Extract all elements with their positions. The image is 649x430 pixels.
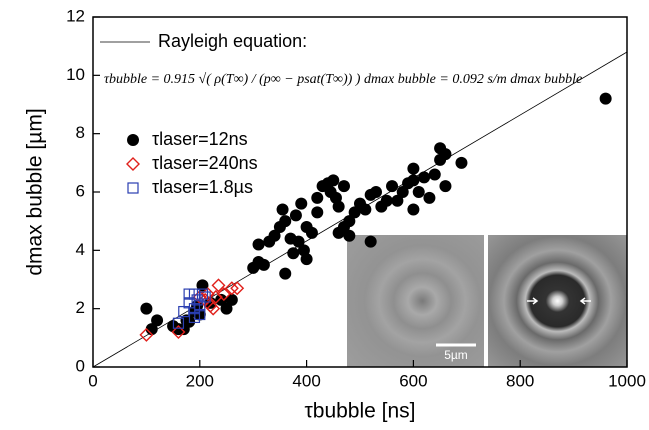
- point: [199, 291, 211, 303]
- point: [196, 288, 209, 300]
- point: [359, 203, 372, 216]
- point: [370, 186, 383, 198]
- point: [206, 301, 221, 316]
- inset-arrows: [527, 297, 591, 305]
- y-tick-label: 10: [66, 65, 85, 84]
- legend-label: τlaser=1.8µs: [152, 177, 253, 197]
- point: [220, 302, 233, 315]
- point: [348, 206, 361, 219]
- y-tick-label: 2: [76, 298, 85, 317]
- point: [292, 235, 305, 248]
- y-tick-label: 0: [76, 356, 85, 375]
- point: [215, 293, 228, 306]
- point: [139, 327, 154, 342]
- point: [311, 206, 324, 219]
- y-axis-label: dmax bubble [µm]: [24, 108, 47, 275]
- point: [188, 288, 201, 300]
- point: [287, 247, 300, 260]
- legend-marker: [127, 182, 139, 194]
- point: [276, 203, 289, 216]
- x-tick-label: 400: [292, 371, 320, 390]
- y-tick-label: 12: [66, 6, 85, 25]
- legend-label: τlaser=240ns: [152, 153, 258, 173]
- point: [391, 194, 404, 207]
- point: [305, 226, 318, 239]
- point: [439, 180, 452, 193]
- point: [300, 253, 313, 266]
- point: [151, 314, 164, 327]
- point: [252, 238, 265, 251]
- point: [188, 311, 201, 324]
- y-tick-label: 8: [76, 123, 85, 142]
- point: [455, 156, 468, 169]
- point: [172, 317, 185, 329]
- point: [407, 203, 420, 216]
- point: [177, 323, 190, 336]
- legend-label: τlaser=12ns: [152, 129, 248, 149]
- point: [211, 278, 226, 293]
- point: [327, 174, 340, 187]
- legend-label: Rayleigh equation:: [158, 31, 307, 51]
- scale-bar-label: 5µm: [444, 348, 468, 362]
- point: [196, 279, 209, 292]
- legend-marker: [127, 134, 139, 146]
- y-tick-label: 6: [76, 181, 85, 200]
- point: [208, 290, 223, 304]
- x-tick-label: 800: [506, 371, 534, 390]
- x-tick-label: 1000: [608, 371, 646, 390]
- point: [439, 148, 452, 161]
- x-tick-label: 200: [186, 371, 214, 390]
- point: [337, 180, 350, 193]
- point: [599, 92, 612, 105]
- point: [343, 229, 356, 242]
- point: [268, 229, 281, 242]
- point: [140, 302, 153, 315]
- point: [418, 171, 431, 184]
- point: [343, 215, 356, 228]
- point: [386, 180, 399, 193]
- point: [332, 200, 345, 213]
- point: [311, 191, 324, 204]
- point: [216, 287, 231, 302]
- point: [407, 162, 420, 175]
- point: [289, 209, 302, 222]
- equation: τbubble = 0.915 √( ρ(T∞) / (p∞ − psat(T∞…: [104, 72, 582, 87]
- point: [171, 325, 186, 339]
- x-axis-label: τbubble [ns]: [304, 400, 415, 423]
- x-tick-label: 0: [88, 371, 97, 390]
- point: [396, 186, 409, 198]
- x-tick-label: 600: [399, 371, 427, 390]
- point: [230, 281, 245, 296]
- point: [428, 168, 441, 181]
- point: [279, 215, 292, 228]
- point: [380, 194, 393, 207]
- inset-image: [488, 235, 627, 367]
- point: [423, 191, 436, 204]
- y-tick-label: 4: [76, 240, 85, 259]
- point: [407, 174, 420, 187]
- point: [225, 293, 238, 306]
- legend-marker: [126, 157, 140, 171]
- point: [412, 186, 425, 198]
- point: [279, 267, 292, 280]
- point: [295, 197, 308, 210]
- point: [364, 235, 377, 248]
- point: [224, 281, 239, 296]
- point: [257, 258, 270, 271]
